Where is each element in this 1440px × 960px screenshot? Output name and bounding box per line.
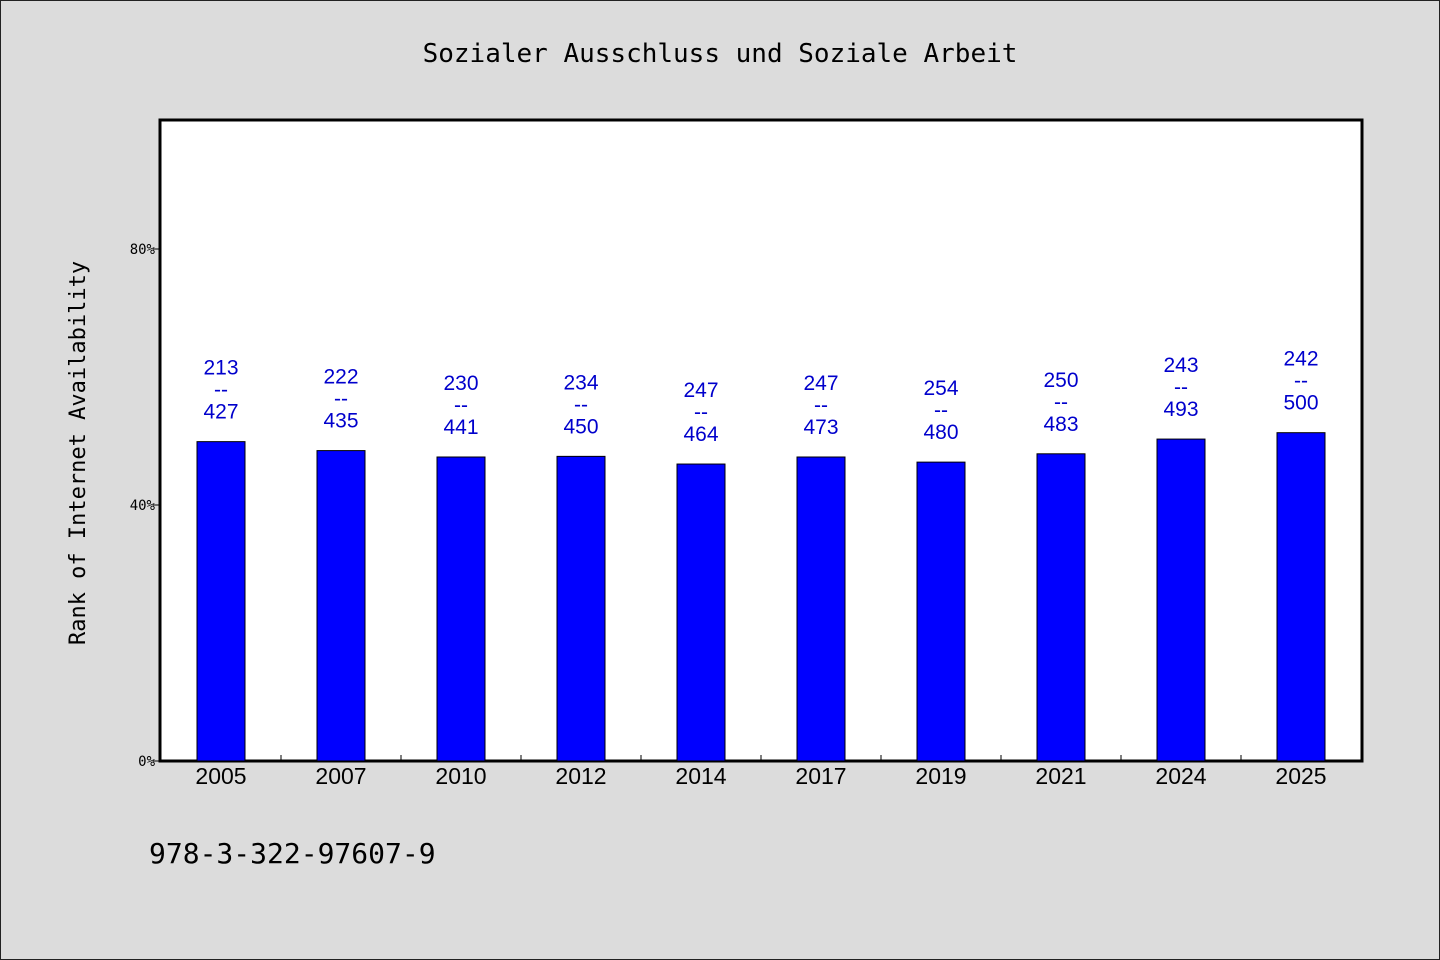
isbn-footer: 978-3-322-97607-9	[149, 837, 436, 870]
bar-label-rank: 254	[923, 377, 958, 400]
bar-label-rank: 243	[1163, 354, 1198, 377]
bar-label-rank: 213	[203, 357, 238, 380]
x-tick-label: 2010	[435, 763, 486, 789]
bar-label-total: 493	[1163, 398, 1198, 421]
bar-label-total: 483	[1043, 413, 1078, 436]
bar-label-total: 427	[203, 401, 238, 424]
bar-label-separator: --	[1174, 376, 1188, 399]
bar-label-rank: 250	[1043, 369, 1078, 392]
bar-label-separator: --	[214, 379, 228, 402]
y-tick-label: 40%	[130, 498, 156, 514]
chart-title: Sozialer Ausschluss und Soziale Arbeit	[423, 39, 1018, 69]
bar-2019	[916, 461, 966, 762]
bar-label-total: 480	[923, 421, 958, 444]
bar-label-separator: --	[1054, 391, 1068, 414]
bar-label-rank: 247	[803, 372, 838, 395]
bar-2014	[676, 463, 726, 762]
bar-label-separator: --	[1294, 370, 1308, 393]
x-tick-label: 2014	[675, 763, 726, 789]
x-tick-label: 2024	[1155, 763, 1206, 789]
bar-label-total: 473	[803, 416, 838, 439]
bar-label-separator: --	[454, 394, 468, 417]
bar-labels-group: 213--427222--435230--441234--450247--464…	[203, 348, 1318, 446]
bar-2005	[196, 441, 246, 762]
x-axis: 2005 2007 2010 2012 2014 2017 2019 2021 2024 2025	[195, 755, 1327, 789]
bar-label-rank: 234	[563, 371, 598, 394]
bar-2021	[1036, 453, 1086, 762]
bar-2025	[1276, 432, 1326, 762]
bar-2012	[556, 455, 606, 762]
bar-label-rank: 247	[683, 379, 718, 402]
bar-2017	[796, 456, 846, 762]
bar-label-total: 441	[443, 416, 478, 439]
bar-label-separator: --	[814, 394, 828, 417]
bar-label-total: 500	[1283, 392, 1318, 415]
bar-2010	[436, 456, 486, 762]
bar-label-separator: --	[694, 401, 708, 424]
bar-label-separator: --	[334, 388, 348, 411]
bars-group	[196, 432, 1326, 762]
x-tick-label: 2019	[915, 763, 966, 789]
x-tick-label: 2012	[555, 763, 606, 789]
x-tick-label: 2025	[1275, 763, 1326, 789]
x-tick-label: 2005	[195, 763, 246, 789]
bar-label-rank: 222	[323, 366, 358, 389]
bar-2007	[316, 450, 366, 762]
x-tick-label: 2007	[315, 763, 366, 789]
x-tick-label: 2021	[1035, 763, 1086, 789]
bar-label-separator: --	[934, 399, 948, 422]
bar-label-separator: --	[574, 393, 588, 416]
x-tick-label: 2017	[795, 763, 846, 789]
bar-2024	[1156, 438, 1206, 762]
y-axis-label: Rank of Internet Availability	[66, 261, 91, 645]
bar-label-total: 435	[323, 410, 358, 433]
bar-label-total: 450	[563, 415, 598, 438]
y-tick-label: 0%	[138, 754, 155, 770]
bar-label-rank: 242	[1283, 348, 1318, 371]
bar-label-rank: 230	[443, 372, 478, 395]
y-tick-label: 80%	[130, 242, 156, 258]
bar-label-total: 464	[683, 423, 718, 446]
y-axis: 0% 40% 80%	[130, 242, 161, 770]
